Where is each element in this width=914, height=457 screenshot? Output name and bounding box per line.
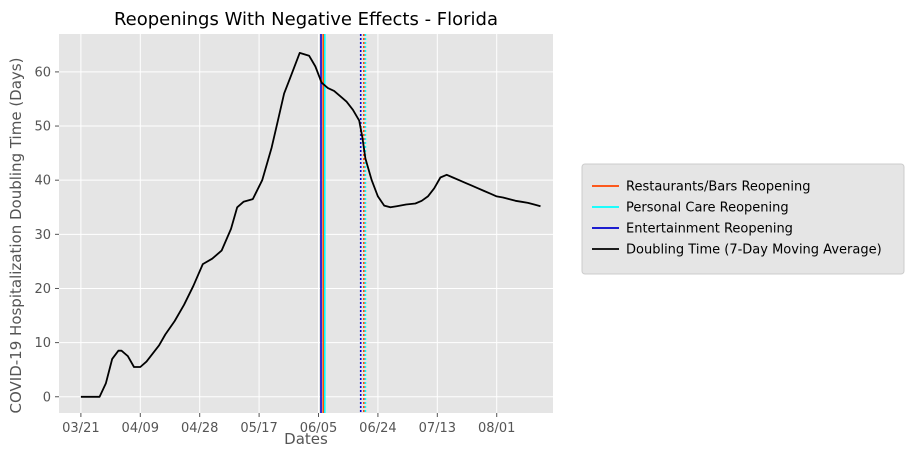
x-axis-label: Dates <box>284 430 328 448</box>
series-lines <box>80 52 541 398</box>
legend-entry: Restaurants/Bars Reopening <box>626 180 810 195</box>
y-tick-label: 60 <box>34 65 51 80</box>
x-tick-label: 04/09 <box>122 421 159 436</box>
x-tick-label: 07/13 <box>419 421 456 436</box>
y-tick-label: 0 <box>43 390 51 405</box>
y-tick-label: 40 <box>34 174 51 189</box>
x-axis-ticks: 03/21 04/09 04/28 05/17 06/05 06/24 07/13 08/01 <box>62 413 515 436</box>
doubling-time-line <box>80 52 541 398</box>
x-tick-label: 03/21 <box>62 421 99 436</box>
x-tick-label: 06/24 <box>359 421 396 436</box>
legend-entry: Doubling Time (7-Day Moving Average) <box>626 243 882 258</box>
y-axis-ticks: 0 10 20 30 40 50 60 <box>34 65 59 405</box>
grid-lines <box>59 34 553 413</box>
y-tick-label: 20 <box>34 282 51 297</box>
legend-box <box>581 163 905 275</box>
x-tick-label: 06/05 <box>300 421 337 436</box>
y-axis-label: COVID-19 Hospitalization Doubling Time (… <box>7 58 25 414</box>
y-tick-label: 30 <box>34 228 51 243</box>
x-tick-label: 04/28 <box>181 421 218 436</box>
y-tick-label: 10 <box>34 336 51 351</box>
legend-entry: Entertainment Reopening <box>626 222 793 237</box>
y-tick-label: 50 <box>34 120 51 135</box>
x-tick-label: 05/17 <box>240 421 277 436</box>
x-tick-label: 08/01 <box>478 421 515 436</box>
reopening-event-lines <box>320 34 367 413</box>
plot-area <box>59 34 553 413</box>
legend-entry: Personal Care Reopening <box>626 201 789 216</box>
chart-title: Reopenings With Negative Effects - Flori… <box>114 9 498 30</box>
legend: Restaurants/Bars Reopening Personal Care … <box>581 163 905 275</box>
